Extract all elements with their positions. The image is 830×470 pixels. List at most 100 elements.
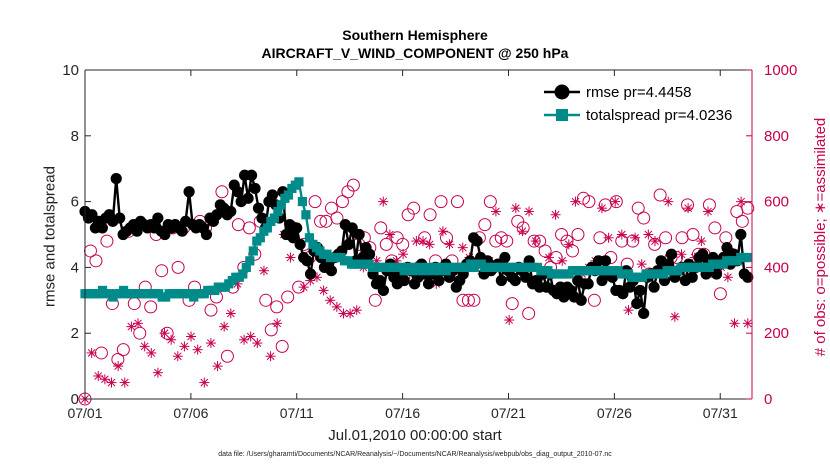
rmse-marker [353, 228, 365, 241]
obs-possible-marker [741, 201, 755, 215]
y-tick-label: 8 [71, 128, 79, 145]
rmse-marker [256, 212, 268, 224]
legend-box [538, 79, 746, 129]
rmse-marker [398, 274, 410, 287]
x-tick-label: 07/26 [597, 405, 632, 421]
obs-possible-marker [374, 221, 388, 235]
y-tick-label: 2 [71, 325, 79, 342]
obs-possible-marker [324, 201, 338, 215]
obs-possible-marker [368, 293, 382, 307]
totalspread-marker [301, 210, 311, 220]
totalspread-marker [297, 197, 308, 207]
obs-assimilated-marker [517, 226, 528, 237]
rmse-marker [325, 265, 337, 277]
obs-assimilated-marker [563, 239, 574, 250]
legend-totalspread: totalspread pr=4.0236 [544, 107, 732, 124]
obs-possible-marker [314, 214, 328, 228]
rmse-marker [721, 242, 733, 254]
obs-assimilated-marker [636, 259, 647, 270]
rmse-marker [558, 291, 570, 303]
rmse-marker [176, 225, 188, 237]
y-tick-label: 0 [71, 391, 79, 408]
totalspread-marker [304, 233, 315, 243]
obs-assimilated-marker [424, 239, 435, 250]
obs-possible-marker [89, 254, 103, 268]
obs-assimilated-marker [676, 249, 687, 260]
y-right-tick-label: 0 [764, 391, 772, 408]
obs-assimilated-marker [113, 361, 124, 372]
obs-assimilated-marker [179, 341, 190, 352]
obs-possible-marker [587, 293, 601, 307]
rmse-marker [648, 281, 660, 293]
rmse-marker [697, 248, 709, 260]
obs-possible-marker [637, 211, 651, 225]
obs-possible-marker [483, 195, 497, 209]
rmse-marker [152, 212, 164, 224]
obs-assimilated-marker [398, 249, 409, 260]
obs-possible-marker [155, 264, 169, 278]
rmse-marker [245, 169, 258, 181]
obs-assimilated-marker [384, 229, 395, 240]
rmse-marker [225, 205, 237, 218]
obs-assimilated-marker [729, 318, 740, 329]
obs-possible-marker [281, 290, 295, 304]
obs-assimilated-marker [139, 341, 150, 352]
obs-possible-marker [522, 306, 536, 320]
obs-possible-marker [681, 198, 695, 212]
y-tick-label: 10 [62, 62, 79, 79]
obs-assimilated-marker [510, 203, 521, 214]
obs-assimilated-marker [119, 377, 130, 388]
rmse-marker [249, 182, 261, 195]
obs-assimilated-marker [86, 347, 97, 358]
rmse-marker [520, 271, 532, 283]
rmse-marker [596, 274, 608, 287]
obs-assimilated-marker [623, 305, 634, 316]
rmse-marker [159, 228, 171, 241]
data-file-note: data file: /Users/gharamti/Documents/NCA… [218, 451, 612, 458]
obs-assimilated-marker [543, 252, 554, 263]
obs-possible-marker [116, 343, 130, 357]
totalspread-marker [743, 252, 753, 263]
chart-title: Southern Hemisphere [342, 27, 488, 43]
y-right-tick-label: 600 [764, 194, 789, 211]
obs-assimilated-marker [557, 255, 568, 266]
rmse-marker [96, 222, 108, 234]
obs-possible-marker [653, 188, 667, 202]
obs-assimilated-marker [663, 196, 674, 207]
obs-possible-marker [100, 234, 114, 248]
legend-totalspread-label: totalspread pr=4.0236 [586, 107, 732, 124]
obs-assimilated-marker [192, 344, 203, 355]
obs-assimilated-marker [490, 206, 501, 217]
obs-assimilated-marker [331, 301, 342, 312]
obs-assimilated-marker [285, 252, 296, 263]
obs-possible-marker [242, 221, 256, 235]
obs-possible-marker [708, 221, 722, 235]
obs-possible-marker [467, 293, 481, 307]
rmse-marker [86, 209, 98, 221]
x-tick-label: 07/11 [280, 405, 314, 421]
totalspread-marker [276, 200, 286, 210]
totalspread-marker [262, 223, 272, 233]
obs-possible-marker [418, 231, 432, 245]
rmse-marker [422, 278, 435, 290]
legend-rmse-label: rmse pr=4.4458 [586, 84, 691, 101]
rmse-marker [374, 274, 386, 287]
y-axis-label: rmse and totalspread [41, 166, 59, 307]
rmse-marker [638, 307, 650, 320]
obs-assimilated-marker [245, 331, 256, 342]
rmse-marker [617, 288, 629, 300]
obs-possible-marker [220, 349, 234, 363]
obs-possible-marker [500, 234, 514, 248]
y-right-tick-label: 200 [764, 325, 789, 342]
obs-possible-marker [478, 218, 492, 232]
x-tick-label: 07/21 [491, 405, 526, 421]
y-tick-label: 4 [71, 259, 79, 276]
obs-assimilated-marker [437, 226, 448, 237]
rmse-marker [433, 274, 445, 287]
obs-assimilated-marker [722, 272, 733, 283]
obs-assimilated-marker [298, 282, 309, 293]
y-right-tick-label: 800 [764, 128, 789, 145]
rmse-marker [631, 297, 643, 310]
rmse-marker [183, 186, 195, 198]
